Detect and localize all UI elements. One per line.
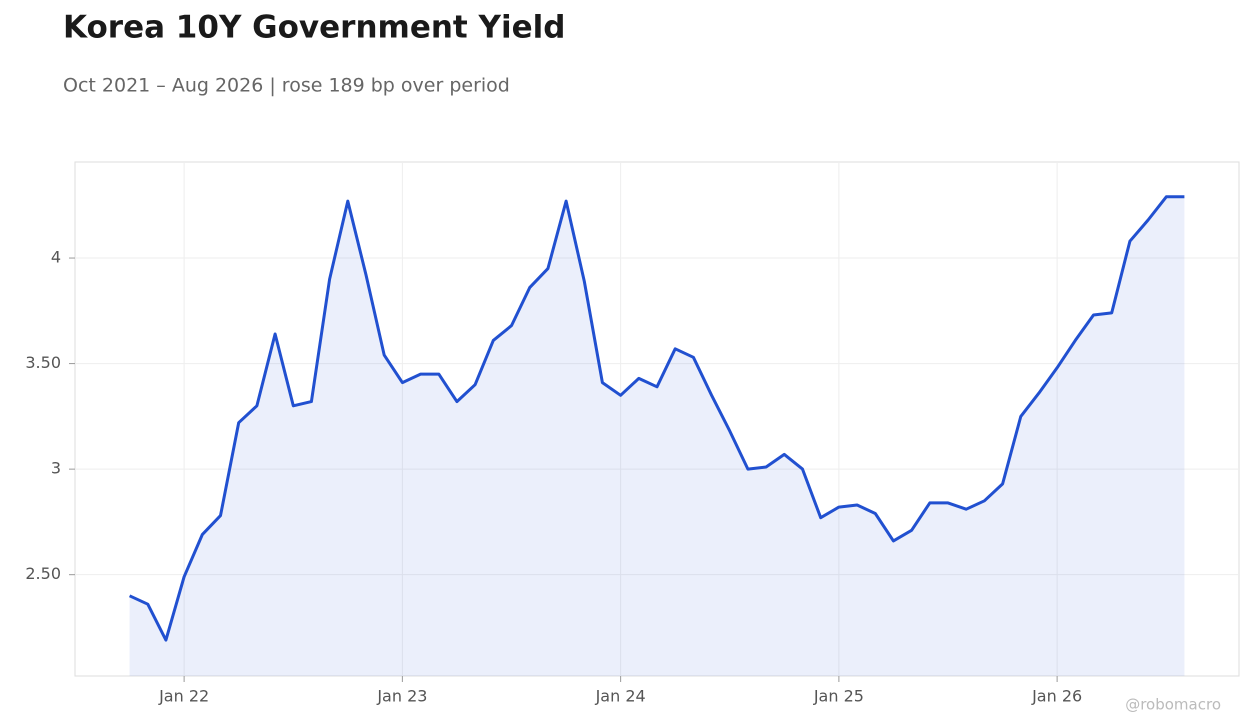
x-tick-label: Jan 26	[1031, 687, 1082, 706]
y-tick-label: 4	[51, 248, 61, 267]
line	[128, 195, 1185, 642]
chart-subtitle: Oct 2021 – Aug 2026 | rose 189 bp over p…	[63, 75, 510, 97]
x-tick-label: Jan 23	[376, 687, 427, 706]
y-tick-label: 2.50	[25, 564, 61, 583]
x-tick-label: Jan 24	[595, 687, 646, 706]
x-tick-label: Jan 22	[158, 687, 209, 706]
plot-frame	[74, 161, 1240, 677]
y-tick-label: 3.50	[25, 353, 61, 372]
area	[129, 196, 1185, 677]
chart-title: Korea 10Y Government Yield	[63, 10, 565, 46]
y-tick-label: 3	[51, 459, 61, 478]
x-tick-label: Jan 25	[813, 687, 864, 706]
watermark: @robomacro	[1125, 696, 1221, 714]
